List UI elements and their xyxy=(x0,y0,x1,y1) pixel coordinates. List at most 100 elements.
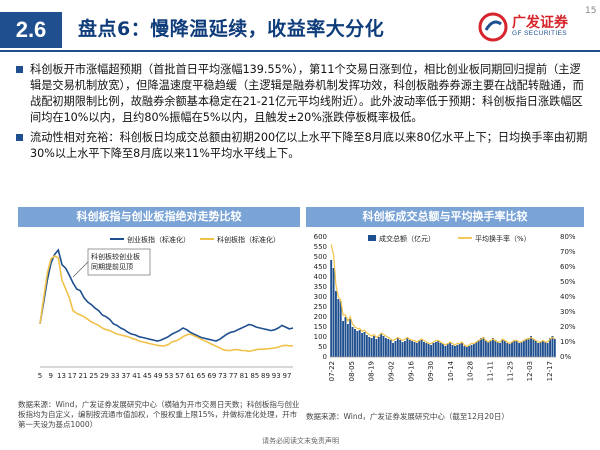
bar xyxy=(368,337,371,357)
bullet-2: 流动性相对充裕：科创板日均成交总额由初期200亿以上水平下降至8月底以来80亿水… xyxy=(14,130,588,162)
legend-swatch xyxy=(368,235,376,241)
bar xyxy=(456,345,459,357)
bar xyxy=(434,342,437,357)
x-tick-label: 97 xyxy=(283,372,292,380)
bar xyxy=(444,346,447,357)
y-right-tick-label: 10% xyxy=(560,338,576,346)
bar xyxy=(339,301,342,357)
bar xyxy=(377,337,380,357)
bar xyxy=(470,345,473,357)
x-tick-label: 45 xyxy=(143,372,152,380)
logo-text-cn: 广发证券 xyxy=(512,15,568,31)
section-number-badge: 2.6 xyxy=(0,12,62,48)
bar xyxy=(515,341,518,357)
bar xyxy=(544,342,547,357)
left-chart-title: 科创板指与创业板指绝对走势比较 xyxy=(18,207,300,227)
y-right-tick-label: 60% xyxy=(560,263,576,271)
bullet-2-text: 流动性相对充裕：科创板日均成交总额由初期200亿以上水平下降至8月底以来80亿水… xyxy=(30,131,588,160)
bar xyxy=(349,319,352,357)
legend-label: 创业板指（标准化） xyxy=(127,235,190,244)
x-tick-label: 09-30 xyxy=(427,361,435,381)
right-footnote: 数据来源：Wind，广发证券发展研究中心（截至12月20日） xyxy=(306,412,509,421)
bar xyxy=(539,342,542,357)
bar xyxy=(494,340,497,357)
bar xyxy=(537,343,540,357)
x-tick-label: 17 xyxy=(68,372,77,380)
bar xyxy=(492,338,494,357)
x-tick-label: 11-11 xyxy=(487,361,495,381)
bar xyxy=(451,345,454,357)
series-line-0 xyxy=(39,248,294,342)
gf-logo-icon xyxy=(478,12,508,42)
x-tick-label: 61 xyxy=(186,372,195,380)
slide-body: 科创板开市涨幅超预期（首批首日平均涨幅139.55%），第11个交易日涨到位，相… xyxy=(14,62,588,166)
legend-label: 平均换手率（%） xyxy=(475,234,531,243)
bar xyxy=(520,342,523,357)
bar xyxy=(468,346,471,357)
x-tick-label: 73 xyxy=(218,372,227,380)
bar xyxy=(375,339,378,357)
bar xyxy=(415,343,418,357)
series-line-1 xyxy=(39,255,293,353)
x-tick-label: 69 xyxy=(207,372,216,380)
bar xyxy=(351,327,354,357)
logo-text-en: GF SECURITIES xyxy=(512,30,568,37)
x-tick-label: 29 xyxy=(100,372,109,380)
bar xyxy=(499,343,502,357)
y-left-tick-label: 450 xyxy=(314,263,327,271)
bar xyxy=(425,343,428,357)
bar xyxy=(487,342,490,357)
bar xyxy=(354,329,356,357)
turnover-line xyxy=(330,244,556,348)
bar xyxy=(420,340,423,357)
x-tick-label: 81 xyxy=(240,372,249,380)
y-right-tick-label: 40% xyxy=(560,293,576,301)
y-right-tick-label: 70% xyxy=(560,248,576,256)
bar xyxy=(396,338,399,357)
legend-label: 科创板指（标准化） xyxy=(217,235,280,244)
bar xyxy=(546,343,549,357)
x-tick-label: 09-16 xyxy=(407,360,415,381)
bar xyxy=(551,336,554,357)
bullet-1: 科创板开市涨幅超预期（首批首日平均涨幅139.55%），第11个交易日涨到位，相… xyxy=(14,62,588,126)
bar xyxy=(365,335,368,357)
company-logo: 广发证券 GF SECURITIES xyxy=(478,10,588,46)
bar xyxy=(472,344,475,357)
x-tick-label: 10-14 xyxy=(447,360,455,381)
bar xyxy=(389,340,392,357)
bar xyxy=(387,339,390,357)
bar xyxy=(370,338,373,357)
bar xyxy=(430,345,433,357)
bar xyxy=(403,341,406,357)
bar xyxy=(477,340,480,357)
bar xyxy=(382,336,385,357)
x-tick-label: 09-02 xyxy=(387,361,395,381)
y-right-tick-label: 20% xyxy=(560,323,576,331)
x-tick-label: 33 xyxy=(111,372,120,380)
annotation-arrow xyxy=(72,261,89,278)
y-right-tick-label: 30% xyxy=(560,308,576,316)
bar xyxy=(384,338,387,357)
x-tick-label: 89 xyxy=(261,372,270,380)
bar xyxy=(344,317,347,357)
bar xyxy=(342,321,345,357)
y-left-tick-label: 500 xyxy=(314,253,327,261)
bullet-square-icon xyxy=(16,66,23,73)
annotation-box xyxy=(87,248,151,276)
bar xyxy=(518,343,521,357)
bar xyxy=(446,344,449,357)
bar xyxy=(346,324,349,357)
y-right-tick-label: 0% xyxy=(560,353,571,361)
bar xyxy=(408,340,411,357)
bar xyxy=(463,346,466,357)
y-left-tick-label: 200 xyxy=(314,313,327,321)
left-chart: 创业板指（标准化） 科创板指（标准化） 科创板较创业板 同期提前见顶 5 9 13 17 21 2… xyxy=(18,227,300,387)
bullet-1-text: 科创板开市涨幅超预期（首批首日平均涨幅139.55%），第11个交易日涨到位，相… xyxy=(30,63,584,124)
bar xyxy=(541,341,544,357)
bar xyxy=(453,346,456,357)
x-tick-label: 49 xyxy=(154,372,163,380)
bar xyxy=(411,341,414,357)
y-left-tick-label: 100 xyxy=(314,333,327,341)
annotation-text-line2: 同期提前见顶 xyxy=(91,262,133,271)
